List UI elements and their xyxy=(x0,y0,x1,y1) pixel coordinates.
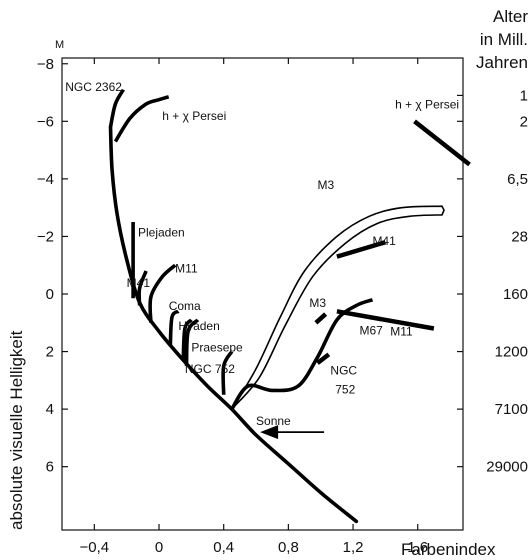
y-unit-marker: M xyxy=(55,39,64,51)
cluster-label: Hyaden xyxy=(178,319,219,333)
cluster-label: M11 xyxy=(175,261,198,275)
series-line-praesepe xyxy=(184,318,200,367)
series-line-h-persei xyxy=(113,95,170,143)
sun-arrow-head xyxy=(260,425,279,440)
series-line-m3 xyxy=(314,312,328,325)
x-tick-label: 1,6 xyxy=(407,539,428,556)
age-tick-label: 1 xyxy=(520,87,528,104)
series-line-m3-giant-branch xyxy=(231,205,445,410)
age-tick-label: 29000 xyxy=(486,459,528,476)
y-tick-label: −8 xyxy=(37,56,54,73)
cluster-label: h + χ Persei xyxy=(395,97,459,111)
age-title-line: Alter xyxy=(493,7,528,26)
series-line-coma xyxy=(168,309,180,346)
axis-ticks: −0,4 0 0,4 0,8 1,2 1,6 −8 −6 −4 −2 0 2 4 6 xyxy=(37,56,428,556)
x-tick-label: 0,8 xyxy=(278,539,299,556)
cluster-label: NGC 752 xyxy=(185,362,235,376)
cluster-label: Praesepe xyxy=(191,341,243,355)
cluster-label: Plejaden xyxy=(138,225,185,239)
cluster-label: M41 xyxy=(372,234,396,248)
cluster-label: M11 xyxy=(390,325,413,339)
cluster-label: NGC 2362 xyxy=(65,80,122,94)
y-tick-label: 0 xyxy=(46,286,54,303)
cluster-label: M3 xyxy=(317,178,334,192)
age-axis-title: Alter in Mill. Jahren xyxy=(476,7,528,72)
y-tick-label: 4 xyxy=(46,401,54,418)
series-line-m41 xyxy=(137,270,148,306)
series-line-ngc-752 xyxy=(221,350,234,395)
series-line-hyaden xyxy=(181,318,193,361)
y-tick-label: −6 xyxy=(37,113,54,130)
age-tick-label: 1200 xyxy=(495,344,528,361)
series-line-m11 xyxy=(148,263,177,323)
y-tick-label: −2 xyxy=(37,228,54,245)
series-line-m41 xyxy=(336,240,387,259)
cluster-label: h + χ Persei xyxy=(162,109,226,123)
cluster-label: M41 xyxy=(127,276,151,290)
x-tick-label: 1,2 xyxy=(343,539,364,556)
age-tick-label: 7100 xyxy=(495,401,528,418)
series-line-ngc-752 xyxy=(316,352,331,365)
y-tick-label: 6 xyxy=(46,459,54,476)
cluster-label: Coma xyxy=(169,299,201,313)
cluster-curves xyxy=(108,88,471,524)
series-line-m11 xyxy=(336,309,435,331)
cluster-label: Sonne xyxy=(256,414,291,428)
y-tick-label: −4 xyxy=(37,171,54,188)
series-line-m67 xyxy=(230,298,374,411)
age-tick-label: 160 xyxy=(503,286,528,303)
age-tick-label: 28 xyxy=(511,228,528,245)
cluster-label: NGC xyxy=(330,364,357,378)
age-title-line: Jahren xyxy=(476,53,528,72)
x-tick-label: −0,4 xyxy=(80,539,110,556)
x-tick-label: 0,4 xyxy=(213,539,234,556)
series-line-h-persei xyxy=(413,119,471,167)
cluster-label: 752 xyxy=(335,382,355,396)
cluster-labels: NGC 2362 h + χ Persei h + χ Persei Plejaden… xyxy=(65,80,459,428)
age-tick-label: 2 xyxy=(520,113,528,130)
age-tick-label: 6,5 xyxy=(507,171,528,188)
age-axis: 1 2 6,5 28 160 1200 7100 29000 xyxy=(457,87,528,476)
cluster-label: M67 xyxy=(360,323,384,337)
y-tick-label: 2 xyxy=(46,344,54,361)
cluster-label: M3 xyxy=(309,296,326,310)
series-line-ngc-2362 xyxy=(108,88,125,128)
y-axis-label: absolute visuelle Helligkeit xyxy=(7,330,26,530)
x-tick-label: 0 xyxy=(155,539,163,556)
x-axis-label: Farbenindex xyxy=(401,540,496,559)
age-title-line: in Mill. xyxy=(480,30,528,49)
